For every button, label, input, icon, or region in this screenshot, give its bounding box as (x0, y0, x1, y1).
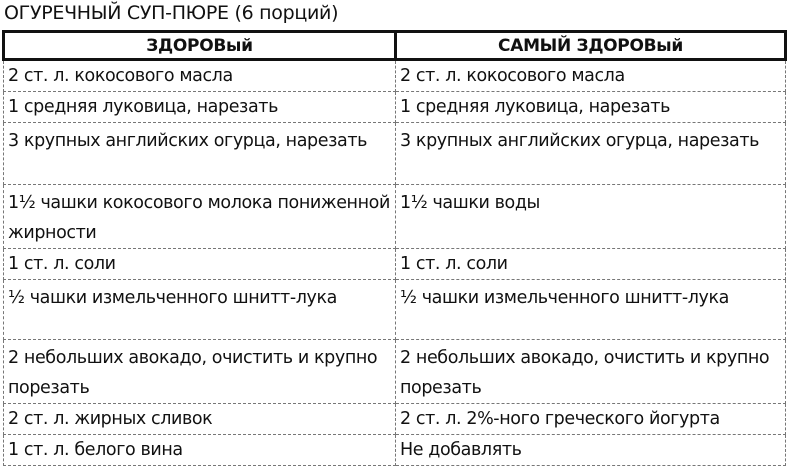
table-row: 1 ст. л. соли 1 ст. л. соли (3, 248, 786, 280)
healthiest-cell: 1 средняя луковица, нарезать (395, 91, 786, 123)
healthy-cell: 1½ чашки кокосового молока пониженной жи… (3, 184, 396, 249)
healthiest-cell: 1 ст. л. соли (395, 248, 786, 280)
healthiest-cell: 3 крупных английских огурца, нарезать (395, 122, 786, 185)
table-row: 2 ст. л. жирных сливок 2 ст. л. 2%-ного г… (3, 403, 786, 435)
table-row: 3 крупных английских огурца, нарезать 3 к… (3, 122, 786, 185)
column-header-healthy: ЗДОРОВый (2, 30, 397, 61)
table-row: 1½ чашки кокосового молока пониженной жи… (3, 184, 786, 249)
healthy-cell: ½ чашки измельченного шнитт-лука (3, 279, 396, 340)
column-header-healthiest: САМЫЙ ЗДОРОВый (394, 30, 787, 61)
table-row: 1 средняя луковица, нарезать 1 средняя лу… (3, 91, 786, 123)
table-row: ½ чашки измельченного шнитт-лука ½ чашки … (3, 279, 786, 340)
healthiest-cell: ½ чашки измельченного шнитт-лука (395, 279, 786, 340)
healthiest-cell: 2 ст. л. 2%-ного греческого йогурта (395, 403, 786, 435)
healthiest-cell: 2 ст. л. кокосового масла (395, 59, 786, 92)
healthy-cell: 1 средняя луковица, нарезать (3, 91, 396, 123)
healthy-cell: 2 ст. л. кокосового масла (3, 59, 396, 92)
healthy-cell: 2 небольших авокадо, очистить и крупно п… (3, 339, 396, 404)
healthiest-cell: 1½ чашки воды (395, 184, 786, 249)
healthy-cell: 1 ст. л. соли (3, 248, 396, 280)
healthy-cell: 3 крупных английских огурца, нарезать (3, 122, 396, 185)
table-row: 2 ст. л. кокосового масла 2 ст. л. кокосо… (3, 59, 786, 92)
table-row: 1 ст. л. белого вина Не добавлять (3, 434, 786, 466)
ingredients-table: ЗДОРОВый САМЫЙ ЗДОРОВый 2 ст. л. кокосов… (2, 30, 787, 466)
table-row: 2 небольших авокадо, очистить и крупно п… (3, 339, 786, 404)
header-row: ЗДОРОВый САМЫЙ ЗДОРОВый (2, 30, 787, 61)
healthiest-cell: Не добавлять (395, 434, 786, 466)
healthy-cell: 1 ст. л. белого вина (3, 434, 396, 466)
healthy-cell: 2 ст. л. жирных сливок (3, 403, 396, 435)
recipe-title: ОГУРЕЧНЫЙ СУП-ПЮРЕ (6 порций) (4, 2, 339, 24)
healthiest-cell: 2 небольших авокадо, очистить и крупно п… (395, 339, 786, 404)
